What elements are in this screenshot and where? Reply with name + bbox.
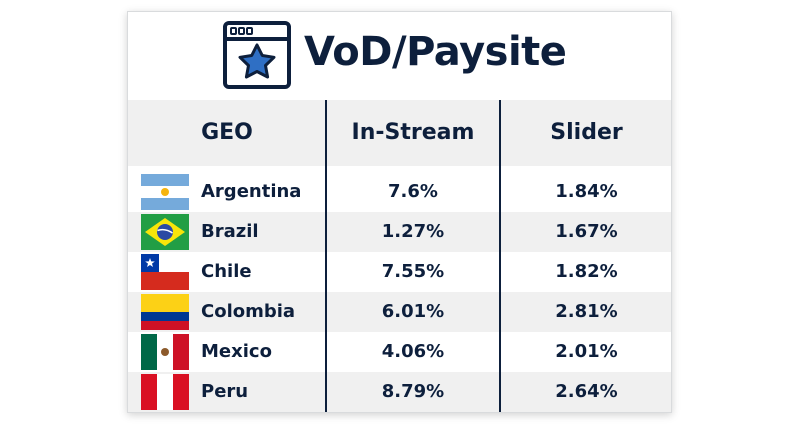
column-divider xyxy=(325,100,327,412)
slider-value: 2.64% xyxy=(555,381,618,402)
page-title: VoD/Paysite xyxy=(304,29,567,75)
column-header-geo: GEO xyxy=(201,120,253,145)
column-header-slider: Slider xyxy=(550,120,623,145)
colombia-flag-icon xyxy=(141,294,189,330)
stats-card: VoD/Paysite GEO In-Stream Slider Argenti… xyxy=(127,11,672,413)
slider-value: 2.81% xyxy=(555,301,618,322)
in-stream-value: 6.01% xyxy=(381,301,445,322)
table-header: GEO In-Stream Slider xyxy=(128,100,671,166)
slider-value: 2.01% xyxy=(555,341,618,362)
country-name: Mexico xyxy=(201,341,272,362)
browser-window-star-icon xyxy=(222,20,292,90)
in-stream-value: 8.79% xyxy=(381,381,445,402)
table-row: Mexico 4.06% 2.01% xyxy=(128,332,671,372)
in-stream-value: 7.6% xyxy=(388,181,438,202)
slider-value: 1.82% xyxy=(555,261,618,282)
title-row: VoD/Paysite xyxy=(128,12,671,100)
country-name: Argentina xyxy=(201,181,302,202)
mexico-flag-icon xyxy=(141,334,189,370)
country-name: Colombia xyxy=(201,301,296,322)
column-divider xyxy=(499,100,501,412)
in-stream-value: 7.55% xyxy=(381,261,445,282)
in-stream-value: 4.06% xyxy=(381,341,445,362)
country-name: Brazil xyxy=(201,221,259,242)
chile-flag-icon xyxy=(141,254,189,290)
country-name: Peru xyxy=(201,381,249,402)
table-row: Argentina 7.6% 1.84% xyxy=(128,172,671,212)
slider-value: 1.67% xyxy=(555,221,618,242)
country-name: Chile xyxy=(201,261,252,282)
table-row: Colombia 6.01% 2.81% xyxy=(128,292,671,332)
slider-value: 1.84% xyxy=(555,181,618,202)
table-row: Peru 8.79% 2.64% xyxy=(128,372,671,412)
table-row: Brazil 1.27% 1.67% xyxy=(128,212,671,252)
argentina-flag-icon xyxy=(141,174,189,210)
brazil-flag-icon xyxy=(141,214,189,250)
in-stream-value: 1.27% xyxy=(381,221,445,242)
table-row: Chile 7.55% 1.82% xyxy=(128,252,671,292)
peru-flag-icon xyxy=(141,374,189,410)
column-header-in-stream: In-Stream xyxy=(351,120,475,145)
